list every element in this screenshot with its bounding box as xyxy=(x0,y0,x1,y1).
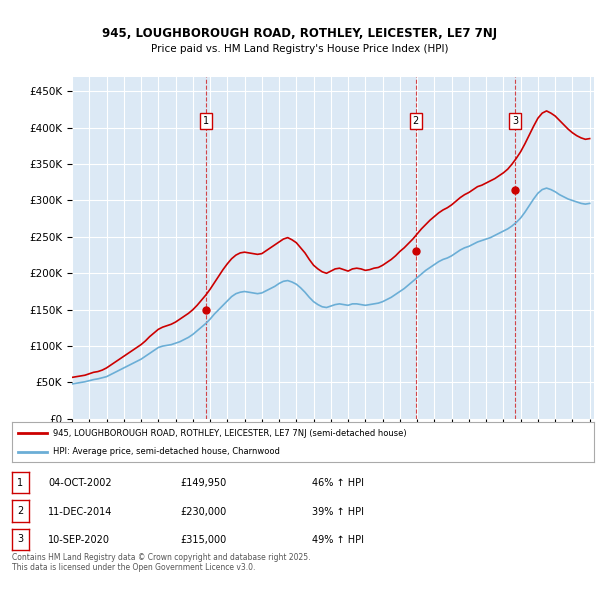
Text: 1: 1 xyxy=(203,116,209,126)
Text: 2: 2 xyxy=(413,116,419,126)
Text: 2: 2 xyxy=(17,506,23,516)
Text: 49% ↑ HPI: 49% ↑ HPI xyxy=(312,535,364,545)
Text: 3: 3 xyxy=(17,535,23,544)
Text: £315,000: £315,000 xyxy=(180,535,226,545)
Text: HPI: Average price, semi-detached house, Charnwood: HPI: Average price, semi-detached house,… xyxy=(53,447,280,457)
Text: 945, LOUGHBOROUGH ROAD, ROTHLEY, LEICESTER, LE7 7NJ: 945, LOUGHBOROUGH ROAD, ROTHLEY, LEICEST… xyxy=(103,27,497,40)
Text: 04-OCT-2002: 04-OCT-2002 xyxy=(48,478,112,489)
Text: 46% ↑ HPI: 46% ↑ HPI xyxy=(312,478,364,489)
Text: 11-DEC-2014: 11-DEC-2014 xyxy=(48,507,112,517)
Text: £149,950: £149,950 xyxy=(180,478,226,489)
Text: 10-SEP-2020: 10-SEP-2020 xyxy=(48,535,110,545)
Text: 39% ↑ HPI: 39% ↑ HPI xyxy=(312,507,364,517)
Text: 3: 3 xyxy=(512,116,518,126)
Text: 1: 1 xyxy=(17,478,23,487)
Text: £230,000: £230,000 xyxy=(180,507,226,517)
Text: Price paid vs. HM Land Registry's House Price Index (HPI): Price paid vs. HM Land Registry's House … xyxy=(151,44,449,54)
Text: Contains HM Land Registry data © Crown copyright and database right 2025.
This d: Contains HM Land Registry data © Crown c… xyxy=(12,553,311,572)
Text: 945, LOUGHBOROUGH ROAD, ROTHLEY, LEICESTER, LE7 7NJ (semi-detached house): 945, LOUGHBOROUGH ROAD, ROTHLEY, LEICEST… xyxy=(53,428,406,438)
